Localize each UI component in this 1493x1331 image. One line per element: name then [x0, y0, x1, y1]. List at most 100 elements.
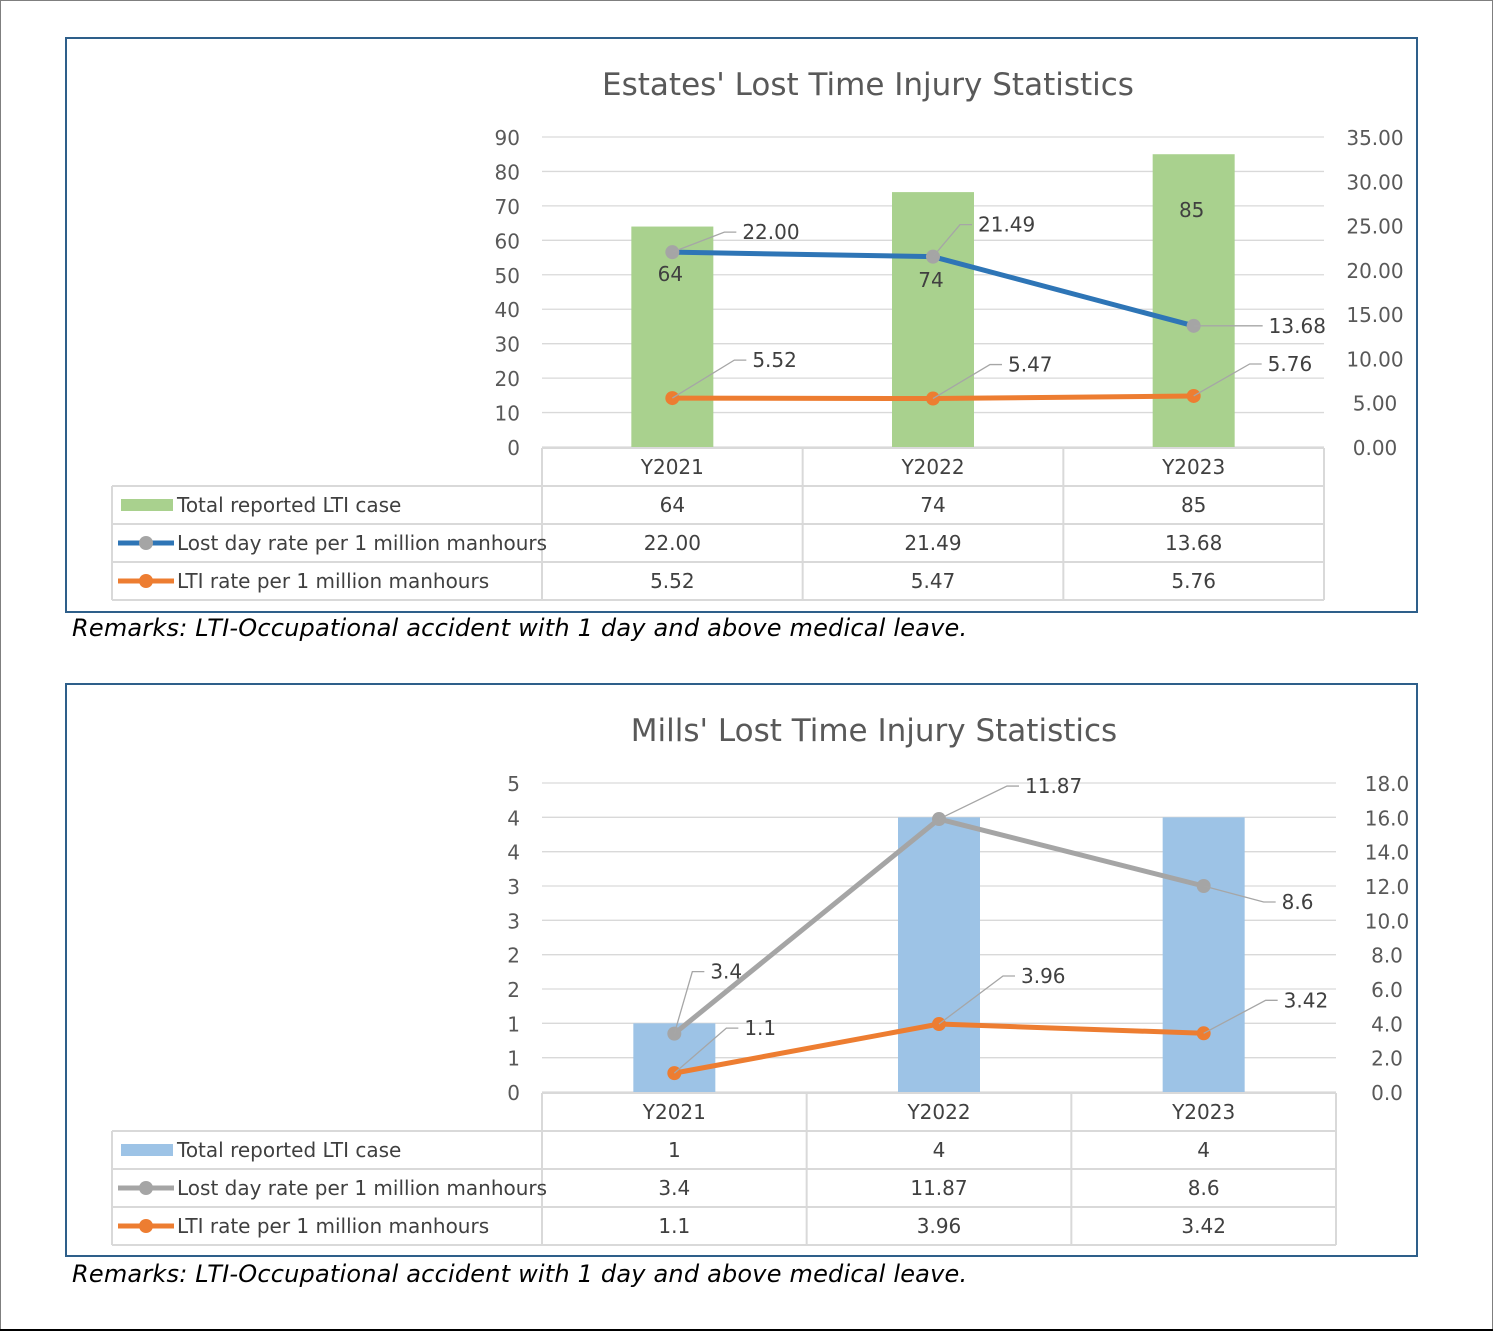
- leader-line: [1193, 363, 1262, 397]
- legend-entry: Total reported LTI case: [176, 1138, 401, 1162]
- legend-key-marker: [139, 1181, 153, 1195]
- leader-line: [938, 975, 1015, 1025]
- table-cell-value: 3.4: [658, 1176, 690, 1200]
- leader-line: [938, 785, 1019, 820]
- right-axis-tick-label: 6.0: [1371, 978, 1403, 1002]
- right-axis-tick-label: 20.00: [1346, 259, 1403, 283]
- legend-entry: Lost day rate per 1 million manhours: [177, 531, 547, 555]
- right-axis-tick-label: 8.0: [1371, 944, 1403, 968]
- table-cell-value: 4: [1197, 1138, 1210, 1162]
- right-axis-tick-label: 15.00: [1346, 303, 1403, 327]
- category-label: Y2022: [900, 455, 964, 479]
- bar-data-label: 64: [658, 262, 683, 286]
- left-axis-tick-label: 50: [495, 264, 520, 288]
- estates-lti-chart: Estates' Lost Time Injury Statistics 0 10 2…: [65, 37, 1418, 613]
- line-data-label: 21.49: [978, 213, 1035, 237]
- leader-line: [672, 231, 737, 253]
- series-point: [932, 1017, 946, 1032]
- chart-title: Estates' Lost Time Injury Statistics: [602, 67, 1134, 103]
- page-left-border: [0, 0, 1, 1331]
- leader-line: [1203, 999, 1278, 1034]
- bar: [1162, 817, 1245, 1092]
- left-axis-tick-label: 60: [495, 229, 520, 253]
- page-bottom-border: [0, 1329, 1493, 1331]
- table-cell-value: 5.47: [911, 569, 956, 593]
- category-label: Y2023: [1161, 455, 1225, 479]
- bar-data-label: 74: [918, 268, 943, 292]
- table-cell-value: 22.00: [644, 531, 701, 555]
- legend-key-marker: [139, 1219, 153, 1233]
- right-axis-tick-label: 25.00: [1346, 215, 1403, 239]
- right-axis-tick-label: 0.0: [1371, 1081, 1403, 1105]
- right-axis-tick-label: 12.0: [1365, 875, 1410, 899]
- leader-line: [673, 970, 705, 1034]
- line-data-label: 8.6: [1282, 890, 1314, 914]
- table-cell-value: 21.49: [904, 531, 961, 555]
- left-axis-tick-label: 90: [495, 126, 520, 150]
- legend-entry: LTI rate per 1 million manhours: [177, 569, 489, 593]
- right-axis-tick-label: 14.0: [1365, 841, 1410, 865]
- left-axis-tick-label: 70: [495, 195, 520, 219]
- left-axis-tick-label: 4: [507, 841, 520, 865]
- table-cell-value: 5.52: [650, 569, 695, 593]
- legend-key-marker: [139, 574, 153, 588]
- table-cell-value: 13.68: [1165, 531, 1222, 555]
- line-data-label: 5.76: [1268, 352, 1313, 376]
- table-cell-value: 1: [668, 1138, 681, 1162]
- bar: [631, 226, 714, 447]
- table-cell-value: 3.42: [1181, 1214, 1226, 1238]
- line-data-label: 13.68: [1269, 314, 1326, 338]
- category-label: Y2021: [642, 1100, 706, 1124]
- page-top-border: [0, 0, 1493, 1]
- right-axis-tick-label: 10.00: [1346, 347, 1403, 371]
- table-cell-value: 3.96: [917, 1214, 962, 1238]
- table-cell-value: 1.1: [658, 1214, 690, 1238]
- right-axis-tick-label: 18.0: [1365, 772, 1410, 796]
- line-data-label: 3.4: [710, 960, 742, 984]
- left-axis-tick-label: 4: [507, 806, 520, 830]
- left-axis-tick-label: 30: [495, 333, 520, 357]
- right-axis-tick-label: 2.0: [1371, 1047, 1403, 1071]
- left-axis-tick-label: 2: [507, 944, 520, 968]
- left-axis-tick-label: 10: [495, 402, 520, 426]
- leader-line: [932, 224, 972, 258]
- table-cell-value: 4: [933, 1138, 946, 1162]
- left-axis-tick-label: 80: [495, 160, 520, 184]
- right-axis-tick-label: 30.00: [1346, 170, 1403, 194]
- right-axis-tick-label: 0.00: [1353, 436, 1398, 460]
- left-axis-tick-label: 0: [507, 1081, 520, 1105]
- estates-remark: Remarks: LTI-Occupational accident with …: [72, 614, 968, 642]
- left-axis-tick-label: 2: [507, 978, 520, 1002]
- series-point: [1196, 1026, 1211, 1041]
- table-cell-value: 11.87: [910, 1176, 967, 1200]
- legend-key-marker: [139, 536, 153, 550]
- left-axis-tick-label: 3: [507, 909, 520, 933]
- table-cell-value: 74: [920, 493, 945, 517]
- table-cell-value: 64: [660, 493, 685, 517]
- mills-remark: Remarks: LTI-Occupational accident with …: [72, 1260, 968, 1288]
- leader-line: [932, 363, 1002, 400]
- left-axis-tick-label: 20: [495, 367, 520, 391]
- table-cell-value: 85: [1181, 493, 1206, 517]
- line-data-label: 3.42: [1284, 988, 1329, 1012]
- left-axis-tick-label: 1: [507, 1047, 520, 1071]
- leader-line: [1203, 885, 1276, 903]
- category-label: Y2022: [906, 1100, 970, 1124]
- mills-lti-chart-svg: Mills' Lost Time Injury Statistics 0 1 1 2 2 3…: [111, 713, 1410, 1246]
- legend-entry: Lost day rate per 1 million manhours: [177, 1176, 547, 1200]
- right-axis-tick-label: 10.0: [1365, 909, 1410, 933]
- table-cell-value: 5.76: [1171, 569, 1216, 593]
- right-axis-tick-label: 16.0: [1365, 806, 1410, 830]
- chart-title: Mills' Lost Time Injury Statistics: [631, 713, 1117, 749]
- legend-entry: LTI rate per 1 million manhours: [177, 1214, 489, 1238]
- legend-entry: Total reported LTI case: [176, 493, 401, 517]
- bar-data-label: 85: [1179, 198, 1204, 222]
- right-axis-tick-label: 5.00: [1353, 392, 1398, 416]
- left-axis-tick-label: 3: [507, 875, 520, 899]
- line-data-label: 5.52: [752, 348, 797, 372]
- line-data-label: 5.47: [1008, 353, 1053, 377]
- bar: [892, 192, 974, 447]
- line-data-label: 3.96: [1021, 964, 1066, 988]
- line-data-label: 11.87: [1025, 774, 1082, 798]
- left-axis-tick-label: 5: [507, 772, 520, 796]
